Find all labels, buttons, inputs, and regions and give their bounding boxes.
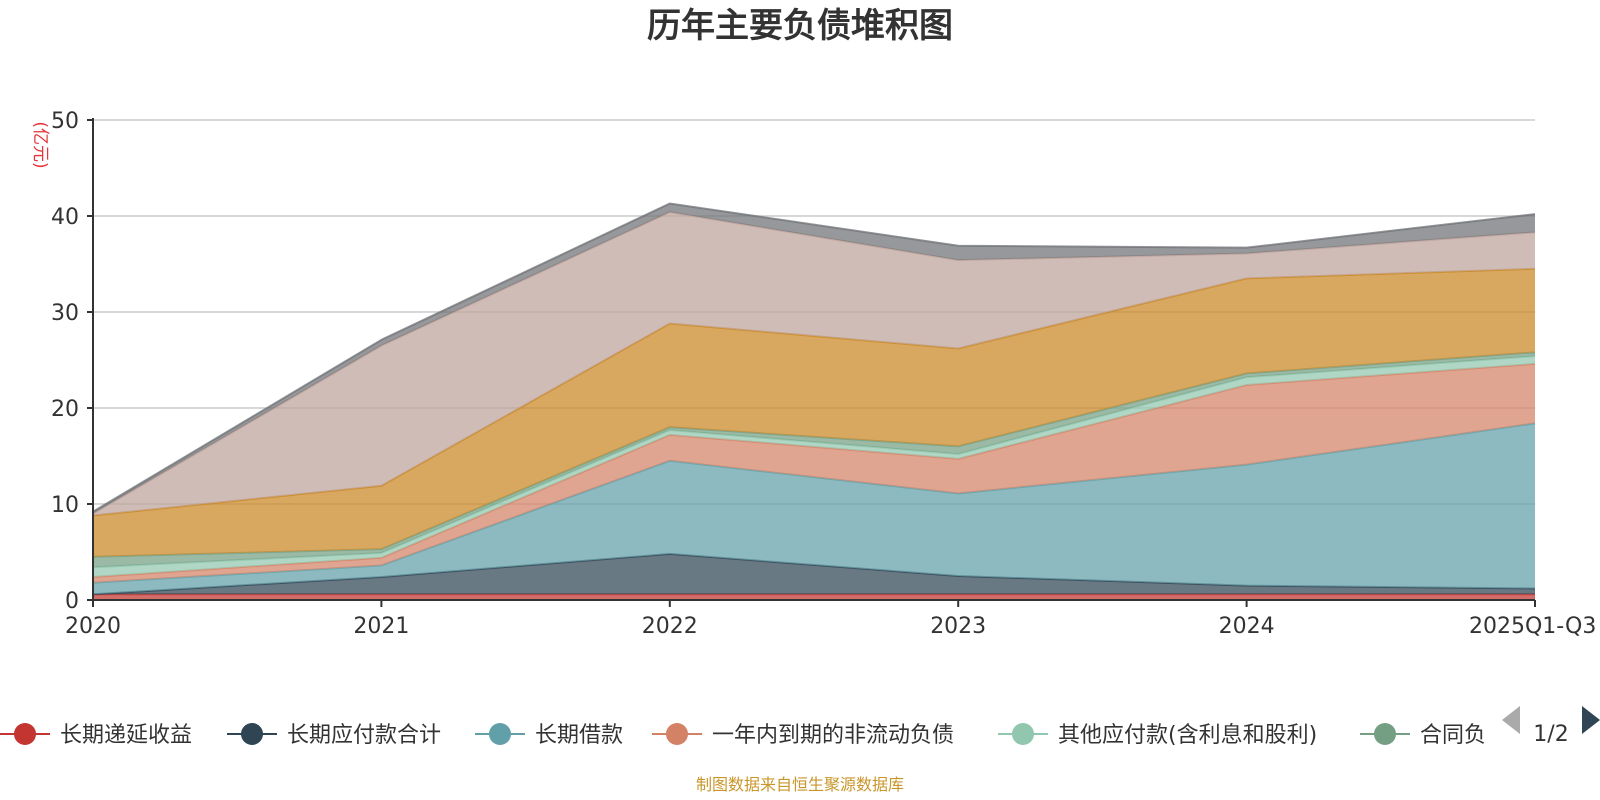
axes (92, 118, 1535, 601)
x-tick-label: 2020 (65, 614, 121, 639)
legend-label: 长期借款 (535, 723, 623, 748)
area-series-2[interactable] (93, 423, 1535, 595)
legend-item[interactable]: 其他应付款(含利息和股利) (998, 723, 1317, 748)
legend: 长期递延收益 长期应付款合计 长期借款 一年内到期的非流动负债 其他应付款(含利息和股利… (0, 723, 1486, 748)
legend-marker-icon (14, 723, 36, 745)
legend-marker-icon (666, 723, 688, 745)
stacked-areas (92, 202, 1536, 600)
area-edge-series-8 (92, 202, 1536, 513)
legend-marker-icon (1374, 723, 1396, 745)
x-tick-label: 2023 (930, 614, 986, 639)
legend-next-icon[interactable] (1582, 706, 1600, 734)
chart-title: 历年主要负债堆积图 (647, 6, 953, 46)
legend-label: 其他应付款(含利息和股利) (1058, 723, 1317, 748)
area-edge-series-1 (92, 552, 1536, 596)
area-series-8[interactable] (93, 203, 1535, 514)
x-axis-ticks: 2020 2021 2022 2023 2024 2025Q1-Q3 (65, 600, 1596, 639)
legend-prev-icon[interactable] (1502, 706, 1520, 734)
legend-item[interactable]: 长期借款 (475, 723, 623, 748)
y-tick-label: 30 (51, 301, 79, 326)
legend-item[interactable]: 一年内到期的非流动负债 (652, 723, 954, 748)
legend-label: 长期应付款合计 (287, 723, 441, 748)
y-axis-unit: (亿元) (30, 121, 50, 168)
data-source-note: 制图数据来自恒生聚源数据库 (696, 775, 904, 794)
legend-marker-icon (1012, 723, 1034, 745)
legend-marker-icon (489, 723, 511, 745)
y-tick-label: 10 (51, 493, 79, 518)
area-series-0[interactable] (93, 594, 1535, 600)
legend-label: 合同负 (1420, 723, 1486, 748)
legend-label: 一年内到期的非流动负债 (712, 723, 954, 748)
area-series-6[interactable] (93, 268, 1535, 557)
x-tick-label: 2024 (1219, 614, 1275, 639)
legend-item[interactable]: 合同负 (1360, 723, 1486, 748)
legend-item[interactable]: 长期应付款合计 (227, 723, 441, 748)
x-tick-label: 2021 (353, 614, 409, 639)
y-axis-ticks: 0 10 20 30 40 50 (51, 109, 93, 614)
y-tick-label: 20 (51, 397, 79, 422)
legend-marker-icon (241, 723, 263, 745)
y-tick-label: 0 (65, 589, 79, 614)
x-tick-label: 2025Q1-Q3 (1469, 614, 1596, 639)
legend-page-indicator: 1/2 (1533, 722, 1568, 747)
y-tick-label: 50 (51, 109, 79, 134)
legend-item[interactable]: 长期递延收益 (0, 723, 192, 748)
area-series-7[interactable] (93, 212, 1535, 516)
x-tick-label: 2022 (642, 614, 698, 639)
legend-label: 长期递延收益 (60, 723, 192, 748)
legend-pager: 1/2 (1502, 706, 1600, 747)
y-tick-label: 40 (51, 205, 79, 230)
